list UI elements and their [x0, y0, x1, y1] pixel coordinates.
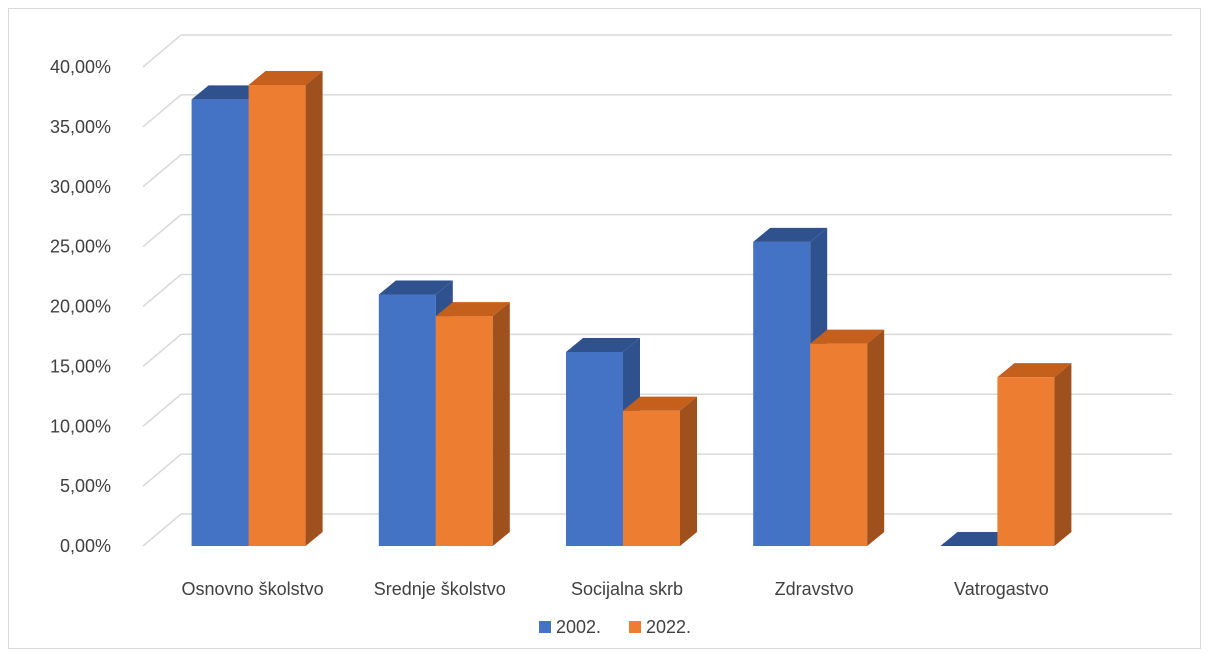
bar-2022-1 — [435, 302, 510, 546]
bar-front — [810, 343, 868, 546]
bar-2022-4 — [997, 363, 1072, 546]
legend-item: 2022. — [629, 617, 691, 637]
bar-2022-2 — [623, 396, 697, 546]
y-tick-label: 10,00% — [50, 416, 111, 436]
bar-side — [867, 329, 885, 546]
gridline-diagonal — [142, 453, 182, 487]
y-tick-label: 25,00% — [50, 237, 111, 257]
y-tick-label: 20,00% — [50, 297, 111, 317]
bar-front — [623, 410, 680, 546]
bar-top — [378, 280, 453, 295]
legend-swatch — [539, 621, 551, 633]
bar-top — [810, 329, 885, 344]
bar-front — [435, 316, 493, 546]
bar-2022-3 — [810, 329, 885, 546]
bar-chart-3d: 0,00% 5,00% 10,00% 15,00% 20,00% 25,00% 30,00%… — [50, 34, 1172, 637]
bar-front — [191, 99, 249, 547]
bar-top — [623, 396, 697, 411]
bar-top — [191, 85, 266, 100]
y-tick-label: 15,00% — [50, 356, 111, 376]
gridline-diagonal — [142, 393, 182, 427]
bars — [191, 70, 1072, 547]
chart-container: 0,00% 5,00% 10,00% 15,00% 20,00% 25,00% 30,00%… — [8, 8, 1201, 649]
gridline-diagonal — [142, 34, 182, 68]
bar-front — [753, 241, 811, 546]
y-tick-label: 40,00% — [50, 57, 111, 77]
category-label: Osnovno školstvo — [182, 579, 324, 599]
y-tick-label: 0,00% — [60, 536, 111, 556]
bar-front — [997, 377, 1055, 546]
bar-top — [997, 363, 1072, 378]
bar-side — [305, 70, 323, 547]
gridline-diagonal — [142, 333, 182, 367]
legend-swatch — [629, 621, 641, 633]
y-tick-label: 30,00% — [50, 177, 111, 197]
bar-side — [680, 396, 697, 546]
category-label: Srednje školstvo — [374, 579, 506, 599]
y-axis-tick-labels: 0,00% 5,00% 10,00% 15,00% 20,00% 25,00% 30,00%… — [50, 57, 111, 556]
legend-label: 2022. — [646, 617, 691, 637]
bar-top — [248, 70, 323, 85]
category-label: Zdravstvo — [775, 579, 854, 599]
bar-2022-0 — [248, 70, 323, 547]
category-label: Vatrogastvo — [954, 579, 1049, 599]
bar-side — [1054, 363, 1072, 546]
gridline-diagonal — [142, 154, 182, 188]
bar-side — [492, 302, 510, 546]
legend: 2002. 2022. — [539, 617, 691, 637]
legend-item: 2002. — [539, 617, 601, 637]
legend-label: 2002. — [556, 617, 601, 637]
bar-front — [248, 84, 306, 547]
gridline-diagonal — [142, 214, 182, 248]
category-label: Socijalna skrb — [571, 579, 683, 599]
gridline-diagonal — [142, 513, 182, 547]
gridlines — [142, 34, 1172, 547]
y-tick-label: 35,00% — [50, 117, 111, 137]
bar-top — [435, 302, 510, 317]
bar-front — [378, 294, 436, 546]
bar-top — [940, 532, 1015, 546]
bar-2002-4 — [940, 532, 1015, 546]
y-tick-label: 5,00% — [60, 476, 111, 496]
bar-front — [566, 352, 623, 546]
gridline-diagonal — [142, 94, 182, 128]
bar-top — [566, 338, 640, 353]
x-axis-category-labels: Osnovno školstvo Srednje školstvo Socijaln… — [182, 579, 1049, 599]
bar-top — [753, 227, 828, 242]
gridline-diagonal — [142, 273, 182, 308]
